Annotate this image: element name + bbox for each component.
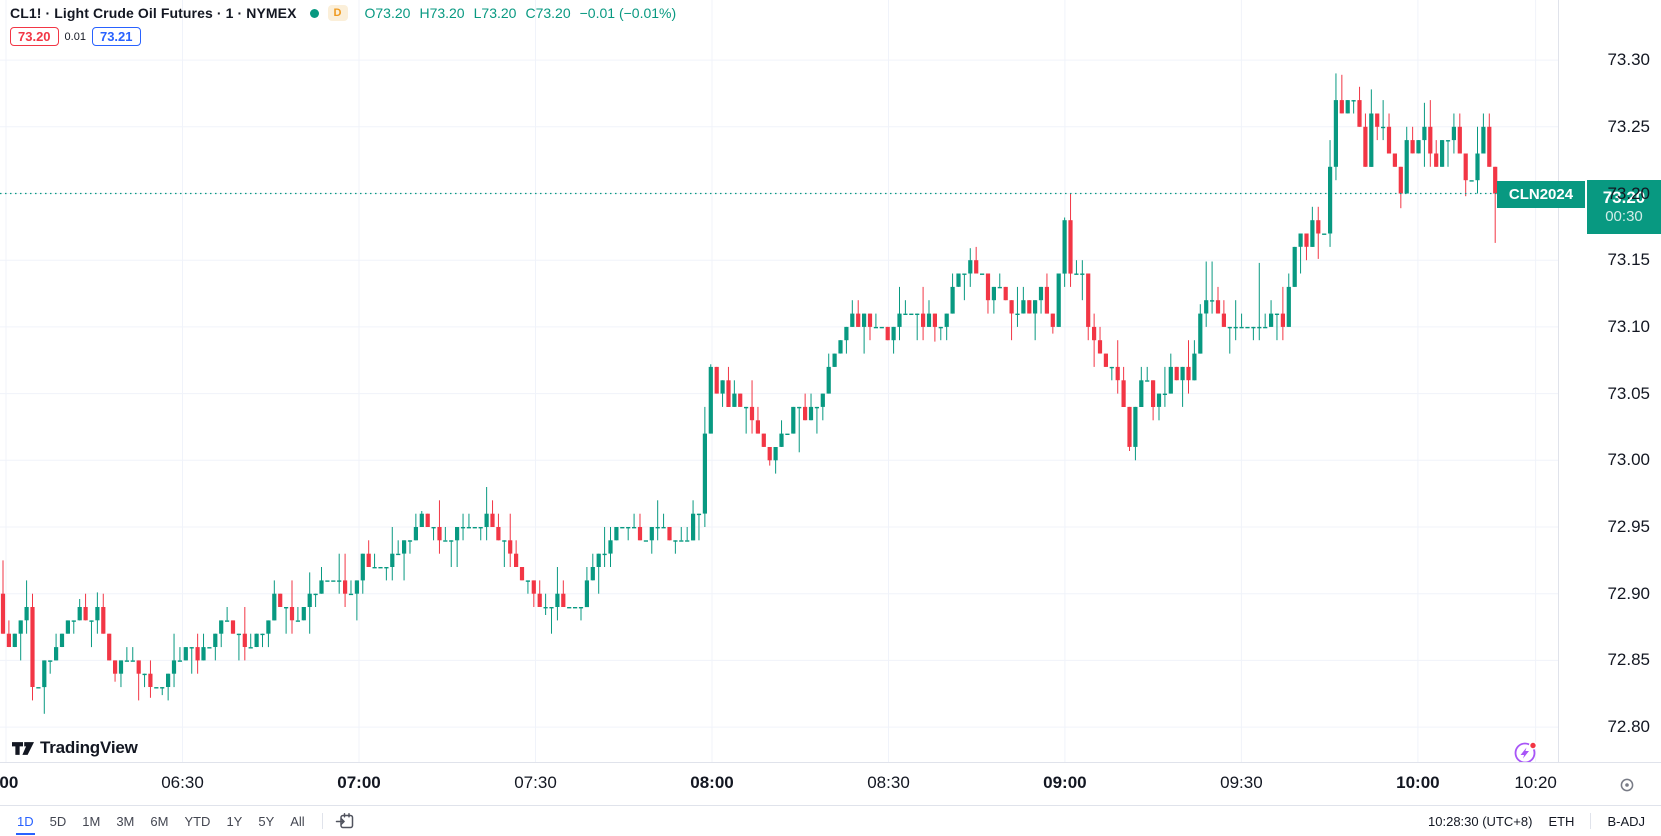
time-scale-label: 06:30 — [161, 773, 204, 792]
time-scale-label: 08:00 — [690, 773, 734, 792]
price-scale-label: 73.10 — [1607, 316, 1650, 336]
ohlc-item: C73.20 — [525, 5, 571, 21]
time-scale-label: 10:00 — [1396, 773, 1440, 792]
bar-countdown: 00:30 — [1605, 208, 1643, 226]
price-scale-label: 73.20 — [1607, 183, 1650, 203]
candlestick-chart[interactable] — [0, 0, 1661, 762]
price-scale-label: 73.15 — [1607, 250, 1650, 270]
time-scale-label: 07:00 — [337, 773, 381, 792]
ohlc-item: L73.20 — [473, 5, 517, 21]
change-value: −0.01 (−0.01%) — [579, 5, 677, 21]
grid-layer — [0, 0, 1558, 762]
tradingview-logo-text: TradingView — [40, 738, 138, 757]
price-scale-label: 72.85 — [1607, 650, 1650, 670]
candlestick-layer — [0, 73, 1498, 714]
range-button-5d[interactable]: 5D — [49, 813, 67, 829]
range-button-5y[interactable]: 5Y — [258, 813, 275, 829]
price-scale-label: 73.05 — [1607, 383, 1650, 403]
go-to-date-icon[interactable] — [335, 811, 355, 831]
sell-price-button[interactable]: 73.20 — [10, 27, 59, 46]
price-scale-label: 72.90 — [1607, 583, 1650, 603]
buy-price-button[interactable]: 73.21 — [91, 27, 141, 46]
market-open-dot-icon — [309, 8, 319, 18]
current-price-box: 73.20 00:30 — [1587, 180, 1661, 234]
clock[interactable]: 10:28:30 (UTC+8) — [1428, 813, 1533, 829]
symbol-title[interactable]: CL1! · Light Crude Oil Futures · 1 · NYM… — [10, 5, 297, 21]
current-price: 73.20 — [1602, 188, 1646, 207]
range-button-ytd[interactable]: YTD — [184, 813, 211, 829]
time-scale-label: 10:20 — [1514, 773, 1557, 792]
spread-value: 0.01 — [64, 30, 86, 43]
range-button-1y[interactable]: 1Y — [226, 813, 243, 829]
range-button-1m[interactable]: 1M — [82, 813, 101, 829]
price-scale-label: 73.30 — [1607, 50, 1650, 70]
ohlc-item: H73.20 — [419, 5, 465, 21]
range-button-1d[interactable]: 1D — [10, 812, 41, 835]
legend: CL1! · Light Crude Oil Futures · 1 · NYM… — [10, 3, 676, 46]
time-scale-label: 09:00 — [1043, 773, 1087, 792]
contract-label: CLN2024 — [1497, 181, 1585, 208]
range-buttons: 1D 5D 1M 3M 6M YTD 1Y 5Y All — [10, 812, 312, 835]
price-scale-label: 73.25 — [1607, 116, 1650, 136]
price-scale-label: 73.00 — [1607, 450, 1650, 470]
delayed-data-badge[interactable]: D — [327, 5, 348, 21]
toolbar-divider — [1590, 813, 1592, 829]
adjustment-toggle[interactable]: B-ADJ — [1607, 813, 1645, 829]
range-button-6m[interactable]: 6M — [150, 813, 169, 829]
chart-pane[interactable]: CL1! · Light Crude Oil Futures · 1 · NYM… — [0, 0, 1661, 764]
session-toggle[interactable]: ETH — [1548, 813, 1575, 829]
toolbar-divider — [321, 813, 323, 829]
price-scale-label: 72.80 — [1607, 717, 1650, 737]
tradingview-logo[interactable]: TradingView — [12, 738, 138, 758]
range-button-3m[interactable]: 3M — [116, 813, 135, 829]
time-scale-label: 07:30 — [514, 773, 557, 792]
time-scale-label: 08:30 — [867, 773, 910, 792]
bottom-toolbar: 1D 5D 1M 3M 6M YTD 1Y 5Y All 10:28:30 (UTC+8) ET… — [0, 805, 1661, 836]
price-scale-label: 72.95 — [1607, 517, 1650, 536]
tradingview-logo-icon — [12, 741, 34, 755]
time-scale-label: :00 — [0, 773, 19, 792]
ohlc-item: O73.20 — [364, 5, 411, 21]
scroll-to-realtime-icon[interactable] — [1617, 775, 1637, 795]
ohlc-values: O73.20 H73.20 L73.20 C73.20 −0.01 (−0.01%) — [365, 5, 677, 21]
range-button-all[interactable]: All — [290, 813, 305, 829]
price-axis-border — [1558, 0, 1559, 762]
time-scale[interactable]: :00 06:30 07:00 07:30 08:00 08:30 09:00 09:30 10… — [0, 762, 1661, 806]
time-scale-label: 09:30 — [1220, 773, 1263, 792]
